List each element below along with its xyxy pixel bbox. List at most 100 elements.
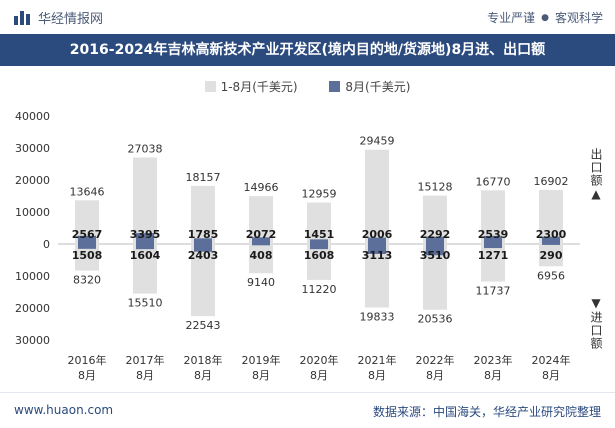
x-tick-label: 2017年 [126, 353, 165, 367]
data-label-monthly-export: 2300 [536, 228, 567, 241]
y-tick-label: 10000 [15, 270, 50, 283]
data-label-cumulative-export: 13646 [70, 185, 105, 198]
slogan: 专业严谨 ● 客观科学 [487, 9, 603, 26]
data-label-monthly-import: 1608 [304, 249, 335, 262]
data-label-cumulative-export: 29459 [360, 135, 395, 148]
bar-cumulative-import [133, 244, 157, 294]
footer-website-link[interactable]: www.huaon.com [14, 403, 114, 417]
x-tick-label: 2023年 [474, 353, 513, 367]
bar-cumulative-import [365, 244, 389, 308]
data-label-monthly-export: 3395 [130, 228, 161, 241]
slogan-left: 专业严谨 [487, 11, 536, 25]
data-label-monthly-import: 1271 [478, 249, 509, 262]
bar-cumulative-import [539, 244, 563, 267]
data-label-monthly-export: 2539 [478, 228, 509, 241]
bar-monthly-import [310, 244, 328, 250]
data-label-cumulative-import: 19833 [360, 310, 395, 323]
data-label-monthly-export: 1451 [304, 228, 335, 241]
footer-source: 数据来源：中国海关，华经产业研究院整理 [372, 405, 601, 419]
legend-item-cumulative[interactable]: 1-8月(千美元) [204, 78, 298, 95]
bar-monthly-import [194, 244, 212, 252]
import-axis-label: ▼进口额 [589, 296, 603, 350]
bar-monthly-export [542, 236, 560, 244]
x-tick-label: 8月 [542, 369, 560, 382]
brand-name: 华经情报网 [38, 12, 104, 27]
x-tick-label: 2018年 [184, 353, 223, 367]
x-tick-label: 8月 [368, 369, 386, 382]
bar-monthly-export [136, 233, 154, 244]
y-tick-label: 30000 [15, 334, 50, 347]
x-tick-label: 2019年 [242, 353, 281, 367]
bar-chart: 40000 30000 20000 10000 0 10000 20000 30000 1364… [15, 110, 580, 382]
bar-cumulative-import [191, 244, 215, 317]
bar-cumulative-export [133, 157, 157, 244]
x-tick-label: 2022年 [416, 353, 455, 367]
data-label-monthly-import: 290 [540, 249, 563, 262]
data-label-monthly-export: 2567 [72, 228, 103, 241]
x-tick-label: 8月 [252, 369, 270, 382]
legend-label-monthly: 8月(千美元) [345, 80, 411, 94]
y-tick-label: 20000 [15, 174, 50, 187]
export-axis-label: 出口额▲ [589, 148, 603, 202]
bar-monthly-export [78, 235, 96, 244]
chart-title: 2016-2024年吉林高新技术产业开发区(境内目的地/货源地)8月进、出口额 [0, 34, 615, 66]
x-tick-label: 8月 [136, 369, 154, 382]
bar-monthly-import [542, 244, 560, 245]
logo-icon [14, 10, 30, 25]
data-label-cumulative-export: 27038 [128, 142, 163, 155]
bar-cumulative-import [307, 244, 331, 280]
bar-monthly-export [194, 238, 212, 244]
data-label-cumulative-export: 15128 [418, 181, 453, 194]
data-label-monthly-import: 2403 [188, 249, 219, 262]
data-label-monthly-export: 1785 [188, 228, 219, 241]
data-label-monthly-import: 408 [250, 249, 273, 262]
data-label-monthly-import: 3113 [362, 249, 393, 262]
data-label-cumulative-import: 8320 [73, 274, 101, 287]
dot-icon: ● [541, 12, 549, 23]
data-label-cumulative-export: 16770 [476, 175, 511, 188]
data-label-monthly-export: 2072 [246, 228, 277, 241]
data-label-monthly-import: 1508 [72, 249, 103, 262]
data-label-monthly-export: 2006 [362, 228, 393, 241]
legend-item-monthly[interactable]: 8月(千美元) [329, 78, 410, 95]
bar-monthly-export [484, 235, 502, 244]
bar-cumulative-import [481, 244, 505, 282]
footer: www.huaon.com 数据来源：中国海关，华经产业研究院整理 [0, 392, 615, 428]
bar-cumulative-export [539, 189, 563, 244]
bar-monthly-import [426, 244, 444, 256]
x-tick-label: 2024年 [532, 353, 571, 367]
x-tick-label: 2020年 [300, 353, 339, 367]
legend-swatch-monthly [329, 81, 341, 92]
y-tick-label: 40000 [15, 110, 50, 123]
data-label-monthly-import: 3510 [420, 249, 451, 262]
y-tick-label: 0 [43, 238, 50, 251]
brand[interactable]: 华经情报网 [14, 8, 103, 27]
bar-monthly-export [310, 239, 328, 244]
bar-cumulative-import [249, 244, 273, 274]
bar-cumulative-export [249, 196, 273, 244]
bar-monthly-export [368, 237, 386, 244]
bar-cumulative-export [191, 185, 215, 244]
data-label-cumulative-import: 15510 [128, 297, 163, 310]
x-tick-label: 2016年 [68, 353, 107, 367]
bar-monthly-export [252, 237, 270, 244]
x-tick-label: 2021年 [358, 353, 397, 367]
bar-monthly-import [484, 244, 502, 249]
bar-monthly-export [426, 236, 444, 244]
x-tick-label: 8月 [310, 369, 328, 382]
slogan-right: 客观科学 [554, 11, 603, 25]
y-tick-label: 30000 [15, 142, 50, 155]
legend: 1-8月(千美元) 8月(千美元) [0, 78, 615, 95]
legend-swatch-cumulative [204, 81, 216, 92]
x-tick-label: 8月 [194, 369, 212, 382]
x-tick-label: 8月 [426, 369, 444, 382]
y-tick-label: 20000 [15, 302, 50, 315]
data-label-cumulative-export: 14966 [244, 181, 279, 194]
bar-cumulative-export [423, 195, 447, 244]
bar-cumulative-export [481, 190, 505, 244]
bar-cumulative-export [307, 202, 331, 244]
data-label-cumulative-import: 6956 [537, 269, 565, 282]
data-label-monthly-export: 2292 [420, 228, 451, 241]
data-label-cumulative-import: 22543 [186, 319, 221, 332]
x-tick-label: 8月 [484, 369, 502, 382]
